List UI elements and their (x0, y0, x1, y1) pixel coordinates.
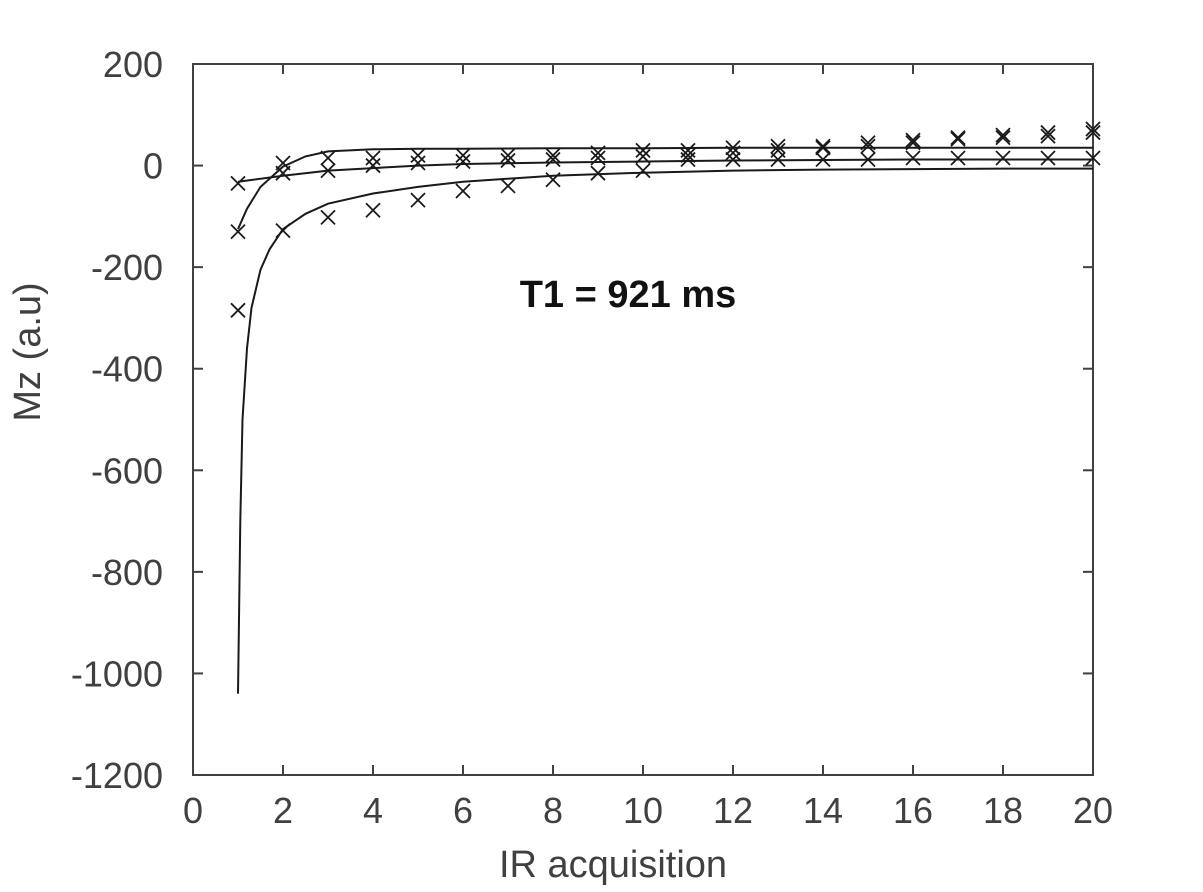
x-tick-label: 12 (713, 790, 753, 831)
data-point (725, 151, 741, 168)
data-point (770, 151, 786, 168)
data-point (500, 152, 516, 169)
data-point (545, 172, 561, 188)
data-point (950, 131, 966, 147)
axis-ticks: 0 2 4 6 8 10 12 14 16 18 20 200 0 -200 -400 -600 -800 -10… (71, 44, 1113, 831)
annotation-label: T1 = 921 ms (520, 274, 737, 316)
data-point (320, 209, 336, 226)
data-point (680, 151, 696, 168)
data-point (545, 151, 561, 168)
data-point (410, 147, 426, 164)
y-tick-label: -200 (91, 247, 163, 288)
x-tick-label: 8 (543, 790, 563, 831)
data-point (905, 150, 921, 166)
y-tick-label: -600 (91, 450, 163, 491)
data-point (590, 145, 606, 161)
data-point (320, 150, 336, 166)
x-tick-label: 14 (803, 790, 843, 831)
data-point (275, 222, 291, 239)
y-tick-label: -400 (91, 349, 163, 390)
data-point (500, 178, 516, 194)
data-point (995, 130, 1011, 146)
data-point (1085, 150, 1101, 166)
data-point (410, 155, 426, 171)
y-tick-label: 0 (143, 146, 163, 187)
data-point (680, 147, 696, 164)
data-point (320, 163, 336, 179)
data-point (1040, 124, 1056, 141)
data-point (950, 150, 966, 166)
data-point (905, 135, 921, 151)
data-point (635, 142, 651, 158)
x-tick-label: 16 (893, 790, 933, 831)
data-point (230, 302, 246, 318)
data-point (905, 132, 921, 148)
data-point (995, 127, 1011, 143)
data-point (725, 140, 741, 156)
data-point (1085, 124, 1101, 141)
data-point (635, 148, 651, 165)
data-point (770, 138, 786, 154)
data-point (410, 192, 426, 208)
data-point (635, 163, 651, 179)
x-tick-label: 20 (1073, 790, 1113, 831)
fit-curve (237, 158, 1093, 183)
data-point (815, 138, 831, 154)
data-point (995, 150, 1011, 166)
data-point (275, 165, 291, 181)
y-tick-label: -1200 (71, 755, 163, 796)
data-point (1085, 121, 1101, 137)
x-tick-label: 2 (273, 790, 293, 831)
y-tick-label: 200 (103, 44, 163, 85)
data-point (725, 145, 741, 161)
data-point (500, 147, 516, 164)
data-point (1040, 128, 1056, 144)
x-tick-label: 6 (453, 790, 473, 831)
x-tick-label: 4 (363, 790, 383, 831)
data-point (815, 140, 831, 156)
data-point (455, 183, 471, 199)
fit-curves (237, 146, 1093, 694)
data-point (230, 175, 246, 191)
data-point (860, 135, 876, 151)
data-point (365, 150, 381, 166)
data-point (860, 151, 876, 168)
data-point (365, 202, 381, 218)
x-tick-label: 10 (623, 790, 663, 831)
data-point (545, 147, 561, 164)
x-tick-label: 0 (183, 790, 203, 831)
data-point (1040, 150, 1056, 166)
fit-curve (237, 167, 1093, 694)
y-tick-label: -1000 (71, 653, 163, 694)
data-point (590, 165, 606, 181)
x-axis-label: IR acquisition (499, 844, 727, 886)
data-point (815, 151, 831, 168)
data-point (950, 130, 966, 146)
data-point (590, 150, 606, 166)
data-point (365, 157, 381, 174)
data-point (860, 138, 876, 154)
data-point (230, 223, 246, 240)
y-axis-label: Mz (a.u) (7, 282, 49, 421)
y-tick-label: -800 (91, 552, 163, 593)
x-tick-label: 18 (983, 790, 1023, 831)
data-point (455, 147, 471, 164)
data-points (230, 121, 1101, 318)
data-point (455, 153, 471, 170)
